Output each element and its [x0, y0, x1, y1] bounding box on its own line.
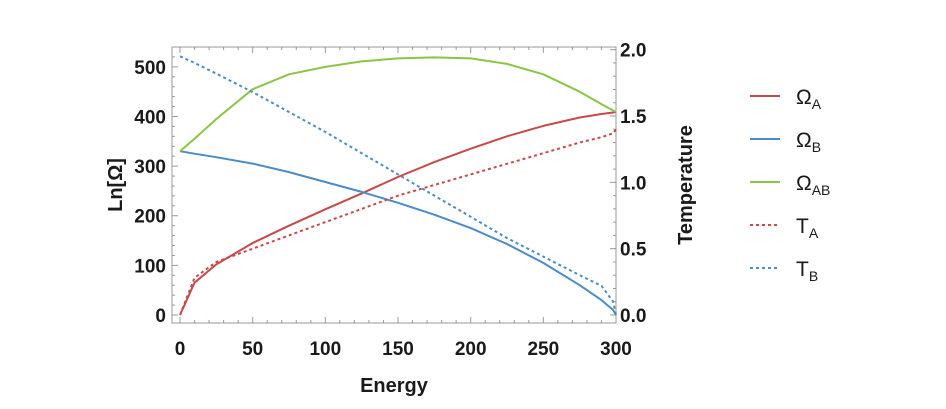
series-lines — [179, 55, 617, 316]
y-right-tick-label: 0.5 — [620, 240, 647, 261]
y-right-tick-label: 2.0 — [620, 41, 646, 62]
legend-label: ΩAB — [796, 172, 830, 198]
series-line-t-b — [179, 55, 617, 316]
tick-marks — [172, 47, 617, 323]
legend: ΩA ΩB ΩAB TA TB — [750, 86, 830, 284]
y-left-tick-label: 400 — [134, 107, 166, 128]
legend-label: ΩB — [796, 129, 821, 155]
y-right-tick-label: 1.0 — [620, 173, 646, 194]
y-left-tick-label: 500 — [134, 58, 166, 79]
x-tick-label: 50 — [242, 339, 263, 360]
x-tick-label: 0 — [175, 339, 186, 360]
y-left-tick-label: 200 — [134, 207, 166, 228]
series-line-t-a — [179, 128, 617, 316]
y-left-tick-label: 300 — [134, 157, 166, 178]
series-line--b — [179, 150, 617, 316]
plot-frame — [171, 46, 617, 324]
x-axis-title: Energy — [360, 375, 429, 397]
x-tick-label: 100 — [309, 339, 341, 360]
legend-label: TB — [796, 258, 818, 284]
y-left-tick-label: 100 — [134, 256, 166, 277]
y-axis-right-title: Temperature — [675, 125, 697, 245]
x-tick-label: 250 — [527, 339, 559, 360]
x-tick-label: 150 — [382, 339, 414, 360]
legend-label: TA — [796, 215, 819, 241]
y-right-tick-label: 0.0 — [620, 306, 646, 327]
x-tick-label: 200 — [455, 339, 487, 360]
y-axis-left-title: Ln[Ω] — [105, 158, 127, 212]
legend-label: ΩA — [796, 86, 822, 112]
tick-labels: 0 50 100 150 200 250 300 0 100 200 300 400 500 0.0 0.5… — [134, 41, 647, 360]
y-right-tick-label: 1.5 — [620, 107, 647, 128]
series-line--ab — [179, 56, 617, 152]
y-left-tick-label: 0 — [155, 306, 166, 327]
x-tick-label: 300 — [600, 339, 632, 360]
series-line--a — [179, 111, 617, 316]
